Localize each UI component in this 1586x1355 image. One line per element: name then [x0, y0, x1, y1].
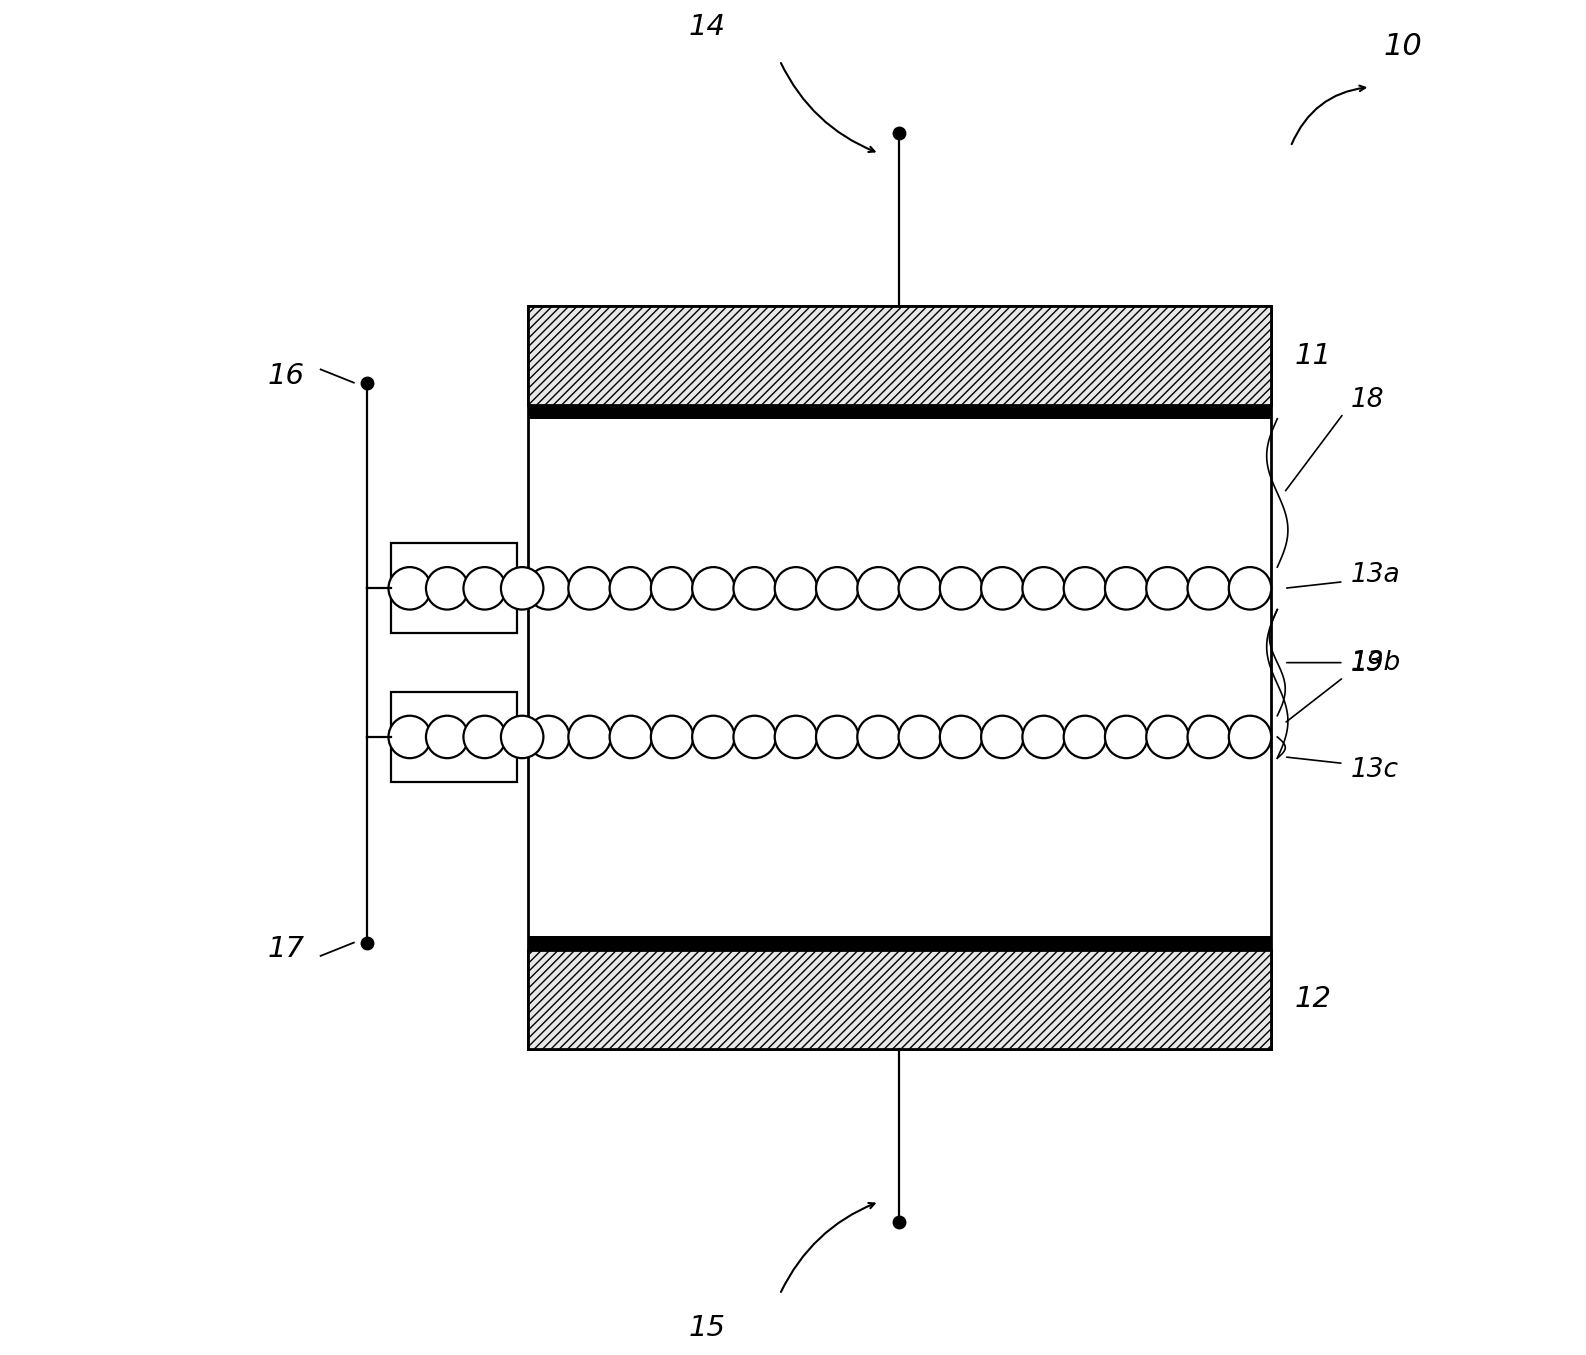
Circle shape: [609, 715, 652, 759]
Circle shape: [463, 568, 506, 610]
Circle shape: [501, 568, 544, 610]
Circle shape: [527, 568, 569, 610]
Bar: [392, 543, 517, 633]
Circle shape: [817, 568, 858, 610]
Circle shape: [940, 715, 982, 759]
Circle shape: [389, 715, 431, 759]
Text: 17: 17: [268, 935, 305, 963]
Circle shape: [1105, 568, 1147, 610]
Text: 18: 18: [1350, 388, 1383, 413]
Text: 13c: 13c: [1350, 757, 1399, 783]
Text: 11: 11: [1294, 341, 1332, 370]
Circle shape: [1147, 568, 1188, 610]
Circle shape: [858, 715, 899, 759]
Circle shape: [527, 715, 569, 759]
Text: 13b: 13b: [1350, 649, 1400, 676]
Text: 13a: 13a: [1350, 562, 1400, 588]
Circle shape: [982, 568, 1023, 610]
Circle shape: [899, 715, 940, 759]
Circle shape: [817, 715, 858, 759]
Circle shape: [609, 568, 652, 610]
Circle shape: [501, 715, 544, 759]
Bar: [528, 306, 1270, 1049]
Bar: [392, 692, 517, 782]
Circle shape: [1064, 568, 1105, 610]
Circle shape: [733, 715, 776, 759]
Bar: [528, 405, 1270, 419]
Circle shape: [774, 568, 817, 610]
Text: 16: 16: [268, 362, 305, 390]
Circle shape: [1188, 568, 1231, 610]
Text: 15: 15: [688, 1314, 725, 1343]
Circle shape: [1105, 715, 1147, 759]
Circle shape: [982, 715, 1023, 759]
Text: 10: 10: [1383, 31, 1423, 61]
Circle shape: [650, 715, 693, 759]
Circle shape: [899, 568, 940, 610]
Circle shape: [733, 568, 776, 610]
Circle shape: [858, 568, 899, 610]
Circle shape: [1023, 715, 1064, 759]
Circle shape: [568, 715, 611, 759]
Circle shape: [1023, 568, 1064, 610]
Text: 19: 19: [1350, 650, 1383, 678]
Circle shape: [691, 568, 734, 610]
Circle shape: [1147, 715, 1188, 759]
Circle shape: [650, 568, 693, 610]
Circle shape: [691, 715, 734, 759]
Circle shape: [774, 715, 817, 759]
Text: 14: 14: [688, 12, 725, 41]
Text: 12: 12: [1294, 985, 1332, 1014]
Bar: [528, 306, 1270, 405]
Circle shape: [568, 568, 611, 610]
Circle shape: [389, 568, 431, 610]
Circle shape: [1188, 715, 1231, 759]
Circle shape: [1064, 715, 1105, 759]
Circle shape: [463, 715, 506, 759]
Circle shape: [427, 715, 468, 759]
Bar: [528, 950, 1270, 1049]
Circle shape: [1229, 568, 1272, 610]
Bar: [528, 936, 1270, 950]
Circle shape: [1229, 715, 1272, 759]
Circle shape: [427, 568, 468, 610]
Circle shape: [940, 568, 982, 610]
